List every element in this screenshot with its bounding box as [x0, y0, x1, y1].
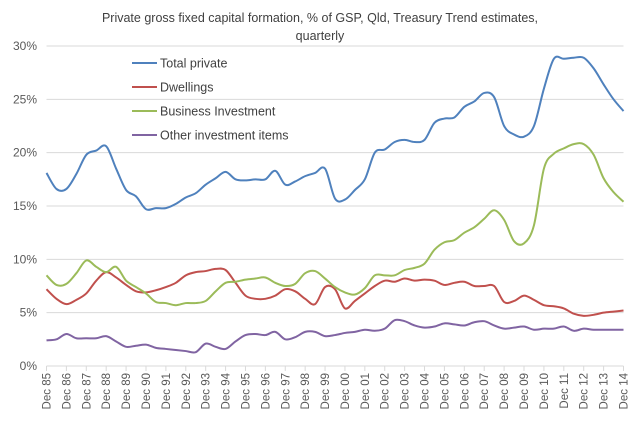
y-axis: 0% 5% 10% 15% 20% 25% 30% — [13, 39, 37, 373]
x-tick-label: Dec 12 — [579, 373, 591, 409]
chart-title-line-1: Private gross fixed capital formation, %… — [102, 11, 538, 25]
x-tick-label: Dec 05 — [439, 373, 451, 409]
series-line-business-investment — [45, 142, 625, 307]
chart-title-line-2: quarterly — [296, 29, 345, 43]
x-tick-label: Dec 01 — [360, 373, 372, 409]
y-tick-label: 0% — [20, 359, 38, 373]
x-tick-label: Dec 86 — [61, 373, 73, 409]
y-tick-label: 25% — [13, 92, 37, 106]
x-axis: Dec 85 Dec 86 Dec 87 Dec 88 Dec 89 Dec 90 Dec … — [42, 366, 631, 409]
x-tick-label: Dec 98 — [300, 373, 312, 409]
y-tick-label: 20% — [13, 146, 37, 160]
series-line-dwellings — [45, 267, 624, 317]
x-tick-label: Dec 00 — [340, 373, 352, 409]
x-tick-label: Dec 90 — [141, 373, 153, 409]
x-tick-label: Dec 02 — [380, 373, 392, 409]
y-tick-label: 15% — [13, 199, 37, 213]
x-tick-label: Dec 87 — [81, 373, 93, 409]
y-tick-label: 30% — [13, 39, 37, 53]
series-line-total-private — [45, 55, 625, 211]
y-tick-label: 5% — [20, 306, 38, 320]
x-tick-label: Dec 91 — [161, 373, 173, 409]
legend: Total private Dwellings Business Investmen… — [132, 57, 289, 143]
x-tick-label: Dec 11 — [559, 373, 571, 409]
x-tick-label: Dec 92 — [181, 373, 193, 409]
x-tick-label: Dec 94 — [221, 372, 233, 409]
series-line-other-investment-items — [46, 318, 624, 354]
x-tick-label: Dec 89 — [121, 373, 133, 409]
x-tick-label: Dec 04 — [420, 372, 432, 409]
x-tick-label: Dec 03 — [400, 373, 412, 409]
x-tick-label: Dec 08 — [499, 373, 511, 409]
x-tick-label: Dec 99 — [320, 373, 332, 409]
x-tick-label: Dec 14 — [619, 372, 631, 409]
legend-label-total-private: Total private — [160, 57, 227, 71]
x-tick-label: Dec 93 — [201, 373, 213, 409]
x-tick-label: Dec 95 — [240, 373, 252, 409]
x-tick-label: Dec 10 — [539, 373, 551, 409]
x-tick-label: Dec 96 — [260, 373, 272, 409]
x-tick-label: Dec 13 — [599, 373, 611, 409]
legend-label-business-investment: Business Investment — [160, 105, 276, 119]
x-tick-label: Dec 09 — [519, 373, 531, 409]
series-lines — [45, 55, 625, 354]
x-tick-label: Dec 06 — [459, 373, 471, 409]
x-tick-label: Dec 88 — [101, 373, 113, 409]
y-tick-label: 10% — [13, 252, 37, 266]
x-tick-label: Dec 97 — [280, 373, 292, 409]
legend-label-dwellings: Dwellings — [160, 81, 214, 95]
x-tick-label: Dec 07 — [479, 373, 491, 409]
legend-label-other-investment-items: Other investment items — [160, 129, 289, 143]
x-tick-label: Dec 85 — [42, 373, 54, 409]
